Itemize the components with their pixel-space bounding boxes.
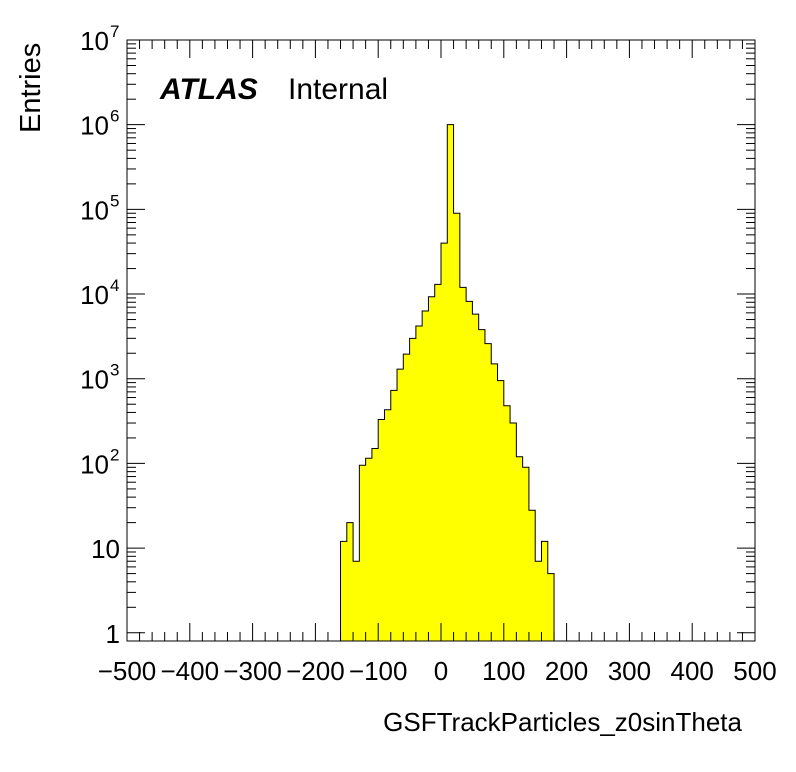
histogram-bar-13	[422, 311, 429, 641]
y-tick-label: 10	[80, 449, 109, 479]
histogram-bar-10	[403, 354, 410, 641]
histogram-bar-29	[522, 467, 530, 641]
histogram-bar-22	[478, 329, 486, 641]
x-tick-label: 0	[434, 656, 448, 686]
histogram-bar-14	[428, 296, 436, 641]
histogram-bar-18	[453, 213, 461, 641]
x-tick-label: −100	[349, 656, 408, 686]
histogram-bar-8	[390, 390, 398, 641]
histogram-bar-2	[353, 561, 360, 641]
histogram-bar-1	[346, 522, 354, 641]
y-axis-label: Entries	[15, 43, 47, 133]
y-tick-exponent: 6	[110, 107, 119, 126]
histogram-bar-9	[397, 369, 404, 641]
histogram-bar-21	[472, 314, 479, 641]
histogram-bar-24	[491, 363, 498, 641]
histogram-bar-6	[378, 419, 385, 641]
histogram-bars	[340, 124, 555, 641]
y-tick-exponent: 5	[110, 191, 119, 210]
x-tick-label: −500	[98, 656, 157, 686]
x-tick-label: −400	[161, 656, 220, 686]
histogram-bar-5	[371, 448, 379, 641]
y-tick-exponent: 7	[110, 22, 119, 41]
x-tick-label: 300	[608, 656, 651, 686]
y-tick-exponent: 3	[110, 361, 119, 380]
x-tick-labels: −500 −400 −300 −200 −100 0 100 200 300 400 500	[98, 656, 777, 686]
histogram-bar-23	[484, 343, 492, 641]
x-tick-label: −300	[223, 656, 282, 686]
x-tick-label: 200	[545, 656, 588, 686]
axis-ticks	[126, 39, 756, 641]
x-tick-label: 500	[733, 656, 776, 686]
histogram-bar-31	[535, 561, 542, 641]
y-tick-exponent: 2	[110, 445, 119, 464]
y-tick-exponent: 4	[110, 276, 119, 295]
histogram-bar-15	[434, 284, 442, 641]
x-tick-label: −200	[286, 656, 345, 686]
histogram-bar-27	[510, 423, 517, 641]
histogram-bar-4	[365, 458, 373, 641]
x-tick-label: 400	[671, 656, 714, 686]
histogram-bar-25	[497, 380, 505, 641]
y-tick-label: 10	[91, 534, 120, 564]
histogram-bar-0	[340, 541, 348, 641]
histogram-bar-17	[447, 124, 454, 641]
y-tick-label: 10	[80, 26, 109, 56]
histogram-bar-3	[359, 465, 366, 641]
status-label: Internal	[288, 73, 388, 106]
histogram-bar-20	[466, 301, 473, 641]
histogram-bar-12	[415, 325, 423, 641]
y-tick-label: 10	[80, 111, 109, 141]
histogram-bar-19	[459, 287, 467, 641]
histogram-bar-32	[541, 541, 549, 641]
histogram-bar-16	[441, 243, 448, 641]
histogram-outline	[340, 124, 555, 641]
plot-frame	[126, 39, 756, 642]
histogram-bar-11	[409, 338, 417, 641]
y-tick-label: 10	[80, 195, 109, 225]
histogram-bar-7	[384, 409, 392, 641]
histogram-bar-30	[528, 510, 536, 641]
histogram-bar-28	[516, 456, 523, 641]
y-tick-label: 1	[106, 619, 120, 649]
x-tick-label: 100	[482, 656, 525, 686]
histogram-bar-26	[503, 405, 511, 641]
experiment-label: ATLAS	[159, 73, 258, 106]
y-tick-label: 10	[80, 280, 109, 310]
y-tick-label: 10	[80, 365, 109, 395]
histogram-bar-33	[547, 573, 555, 641]
x-axis-label: GSFTrackParticles_z0sinTheta	[383, 707, 742, 737]
